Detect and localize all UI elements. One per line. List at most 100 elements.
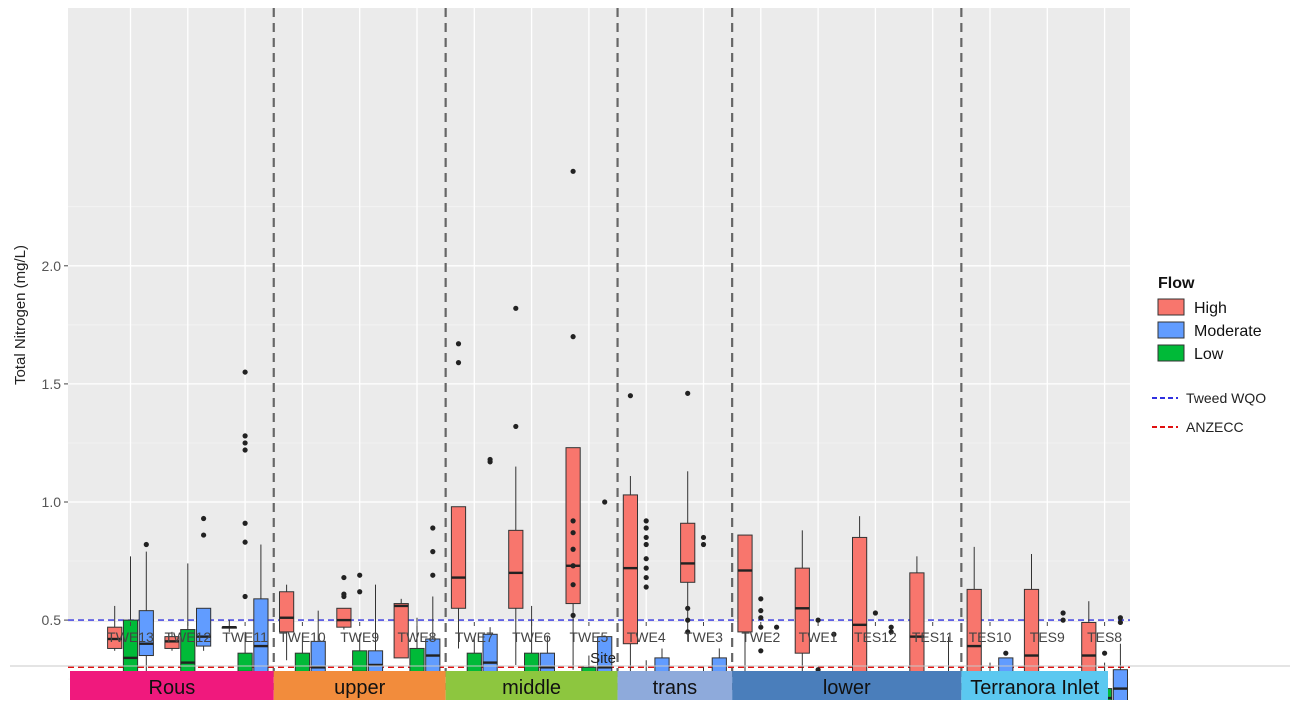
reference-legend-label: ANZECC xyxy=(1186,419,1244,435)
legend: Flow High Moderate Low xyxy=(1136,259,1302,367)
outlier-point xyxy=(455,360,462,366)
box-high-twe2 xyxy=(737,534,753,675)
x-tick-label: TWE5 xyxy=(569,629,608,645)
x-tick-label: TWE4 xyxy=(627,629,666,645)
box-body xyxy=(680,522,696,583)
outlier-point xyxy=(758,624,764,630)
x-tick-label: TES12 xyxy=(854,629,897,645)
outlier-point xyxy=(602,499,608,505)
zone-band xyxy=(273,671,446,700)
outlier-point xyxy=(570,546,576,552)
x-tick-label: TWE1 xyxy=(799,629,838,645)
outlier-point xyxy=(570,582,576,588)
box-high-twe10 xyxy=(279,584,295,661)
outlier-point xyxy=(430,525,436,531)
legend-swatch-high xyxy=(1157,298,1185,316)
zone-label: Terranora Inlet xyxy=(970,677,1099,699)
box-high-twe11 xyxy=(221,620,237,632)
outlier-point xyxy=(341,593,347,600)
outlier-point xyxy=(1117,615,1123,621)
zone-rous: Rous xyxy=(70,671,274,700)
box-body xyxy=(450,506,467,609)
box-body xyxy=(565,447,581,605)
box-body xyxy=(122,619,139,673)
legend-swatch-moderate xyxy=(1157,321,1185,339)
outlier-point xyxy=(700,534,707,541)
x-tick-label: TWE10 xyxy=(279,629,326,645)
outlier-point xyxy=(487,459,493,465)
outlier-point xyxy=(643,574,649,581)
box-low-twe12 xyxy=(180,563,196,687)
outlier-point xyxy=(700,541,707,548)
outlier-point xyxy=(643,534,649,541)
outlier-point xyxy=(685,605,691,611)
box-moderate-tes8 xyxy=(1112,615,1129,705)
legend-title: Flow xyxy=(1158,275,1195,292)
x-tick-label: TWE12 xyxy=(164,629,211,645)
zone-band xyxy=(961,671,1108,700)
box-body xyxy=(279,591,295,633)
legend-label-high: High xyxy=(1194,300,1227,317)
box-high-twe3 xyxy=(680,390,696,642)
outlier-point xyxy=(1102,650,1108,656)
x-tick-label: TWE8 xyxy=(398,629,437,645)
outlier-point xyxy=(570,334,576,340)
outlier-point xyxy=(1117,619,1123,626)
plot-panel xyxy=(68,8,1130,622)
zone-lower: lower xyxy=(732,671,962,700)
box-high-twe7 xyxy=(450,341,467,649)
x-tick-label: TWE2 xyxy=(741,629,780,645)
box-high-twe1 xyxy=(794,530,810,696)
box-moderate-twe11 xyxy=(253,544,269,682)
x-tick-label: TWE13 xyxy=(107,629,154,645)
outlier-point xyxy=(570,518,576,524)
outlier-point xyxy=(570,612,576,618)
outlier-point xyxy=(242,440,248,446)
zone-terranora-inlet: Terranora Inlet xyxy=(961,671,1108,700)
box-high-twe13 xyxy=(107,605,123,651)
outlier-point xyxy=(430,572,436,578)
y-tick-label: 0.5 xyxy=(42,612,62,628)
outlier-point xyxy=(1060,610,1066,616)
outlier-point xyxy=(627,393,634,399)
box-high-twe6 xyxy=(508,305,524,665)
outlier-point xyxy=(341,574,347,581)
outlier-point xyxy=(1003,650,1009,656)
outlier-point xyxy=(643,525,649,531)
box-body xyxy=(737,534,753,633)
zone-label: Rous xyxy=(149,677,196,699)
zone-label: upper xyxy=(334,677,385,699)
box-moderate-twe12 xyxy=(196,515,212,651)
outlier-point xyxy=(570,563,576,569)
outlier-point xyxy=(888,624,894,630)
box-high-twe12 xyxy=(164,631,180,651)
zone-label: lower xyxy=(823,677,871,699)
box-high-twe8 xyxy=(393,598,409,659)
outlier-point xyxy=(758,648,764,654)
y-axis-label: Total Nitrogen (mg/L) xyxy=(12,245,29,385)
box-body xyxy=(794,567,810,654)
box-moderate-twe13 xyxy=(138,541,154,673)
outlier-point xyxy=(1060,617,1066,623)
outlier-point xyxy=(570,530,576,536)
outlier-point xyxy=(357,589,363,595)
outlier-point xyxy=(643,584,649,590)
y-tick-label: 1.0 xyxy=(42,494,62,510)
x-axis-label: Site xyxy=(590,650,616,667)
zone-band xyxy=(70,671,274,700)
zone-trans: trans xyxy=(617,671,733,700)
reference-legend-tweed-wqo: Tweed WQO xyxy=(1152,390,1266,406)
outlier-point xyxy=(815,617,821,623)
box-body xyxy=(508,529,524,609)
outlier-point xyxy=(643,541,649,548)
x-tick-label: TWE11 xyxy=(222,629,268,645)
zone-label: trans xyxy=(653,677,697,699)
outlier-point xyxy=(201,532,207,538)
outlier-point xyxy=(758,608,764,614)
zone-band xyxy=(732,671,962,700)
legend-label-low: Low xyxy=(1194,346,1224,363)
x-tick-label: TWE7 xyxy=(455,629,494,645)
x-tick-label: TWE3 xyxy=(684,629,723,645)
x-tick-label: TES8 xyxy=(1087,629,1122,645)
